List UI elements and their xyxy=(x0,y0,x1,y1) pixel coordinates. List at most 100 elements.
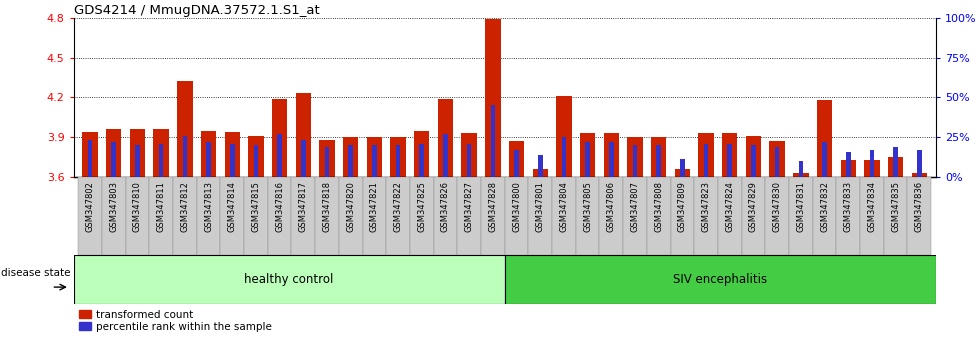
Bar xyxy=(154,129,169,177)
Bar xyxy=(841,160,856,177)
Bar xyxy=(301,141,306,177)
Legend: transformed count, percentile rank within the sample: transformed count, percentile rank withi… xyxy=(78,310,272,332)
Bar xyxy=(78,177,102,255)
Bar xyxy=(319,140,335,177)
Bar xyxy=(751,145,756,177)
Text: GSM347805: GSM347805 xyxy=(583,181,592,232)
Bar xyxy=(271,99,287,177)
Bar xyxy=(316,177,339,255)
Text: GSM347802: GSM347802 xyxy=(85,181,95,232)
Bar xyxy=(277,134,282,177)
Bar xyxy=(718,177,742,255)
Bar xyxy=(82,132,98,177)
Bar xyxy=(182,136,187,177)
Bar xyxy=(348,145,353,177)
Text: GSM347811: GSM347811 xyxy=(157,181,166,232)
Text: GSM347831: GSM347831 xyxy=(797,181,806,232)
Text: GSM347818: GSM347818 xyxy=(322,181,331,232)
Bar xyxy=(699,133,713,177)
Bar xyxy=(657,145,661,177)
Bar xyxy=(817,100,832,177)
Bar xyxy=(633,145,637,177)
Text: GSM347829: GSM347829 xyxy=(749,181,758,232)
Bar xyxy=(812,177,836,255)
Bar xyxy=(600,177,623,255)
Text: disease state: disease state xyxy=(1,268,71,278)
Bar xyxy=(372,145,376,177)
Text: GSM347836: GSM347836 xyxy=(914,181,924,232)
Text: GSM347828: GSM347828 xyxy=(488,181,498,232)
Bar xyxy=(528,177,552,255)
Bar xyxy=(149,177,173,255)
Bar xyxy=(576,177,600,255)
Bar xyxy=(869,150,874,177)
Bar xyxy=(746,136,761,177)
Bar xyxy=(846,152,851,177)
Bar xyxy=(917,150,921,177)
Bar xyxy=(604,133,619,177)
Bar xyxy=(694,177,718,255)
Bar xyxy=(651,137,666,177)
Bar xyxy=(864,160,880,177)
Text: SIV encephalitis: SIV encephalitis xyxy=(673,273,767,286)
Bar xyxy=(230,144,234,177)
Bar xyxy=(580,133,595,177)
Bar xyxy=(742,177,765,255)
Bar xyxy=(481,177,505,255)
Text: GSM347825: GSM347825 xyxy=(417,181,426,232)
Bar xyxy=(443,134,448,177)
Text: GSM347803: GSM347803 xyxy=(110,181,119,232)
Bar xyxy=(884,177,907,255)
Bar xyxy=(799,161,804,177)
Bar xyxy=(74,255,505,304)
Bar xyxy=(102,177,125,255)
Bar xyxy=(609,142,613,177)
Text: GSM347804: GSM347804 xyxy=(560,181,568,232)
Text: GSM347810: GSM347810 xyxy=(133,181,142,232)
Bar xyxy=(911,173,927,177)
Text: GSM347816: GSM347816 xyxy=(275,181,284,232)
Bar xyxy=(291,177,316,255)
Bar xyxy=(419,144,424,177)
Bar xyxy=(888,157,904,177)
Bar xyxy=(324,147,329,177)
Bar xyxy=(224,132,240,177)
Bar xyxy=(894,147,898,177)
Bar xyxy=(674,169,690,177)
Bar xyxy=(789,177,812,255)
Bar xyxy=(836,177,860,255)
Bar xyxy=(532,169,548,177)
Bar xyxy=(296,93,311,177)
Text: GDS4214 / MmugDNA.37572.1.S1_at: GDS4214 / MmugDNA.37572.1.S1_at xyxy=(74,4,319,17)
Bar xyxy=(860,177,884,255)
Bar xyxy=(562,137,566,177)
Bar xyxy=(505,255,936,304)
Text: GSM347826: GSM347826 xyxy=(441,181,450,232)
Text: GSM347830: GSM347830 xyxy=(772,181,782,232)
Text: GSM347834: GSM347834 xyxy=(867,181,876,232)
Bar xyxy=(268,177,291,255)
Bar xyxy=(177,81,192,177)
Bar xyxy=(585,142,590,177)
Bar xyxy=(647,177,670,255)
Text: GSM347821: GSM347821 xyxy=(369,181,379,232)
Bar xyxy=(88,141,92,177)
Bar xyxy=(765,177,789,255)
Text: GSM347801: GSM347801 xyxy=(536,181,545,232)
Text: GSM347835: GSM347835 xyxy=(891,181,900,232)
Bar xyxy=(220,177,244,255)
Text: GSM347809: GSM347809 xyxy=(678,181,687,232)
Text: GSM347815: GSM347815 xyxy=(252,181,261,232)
Bar xyxy=(367,137,382,177)
Bar xyxy=(206,142,211,177)
Text: GSM347814: GSM347814 xyxy=(227,181,237,232)
Text: GSM347832: GSM347832 xyxy=(820,181,829,232)
Bar xyxy=(552,177,576,255)
Text: GSM347822: GSM347822 xyxy=(394,181,403,232)
Bar xyxy=(244,177,268,255)
Bar xyxy=(248,136,264,177)
Bar xyxy=(201,131,217,177)
Bar xyxy=(722,133,738,177)
Text: GSM347827: GSM347827 xyxy=(465,181,473,232)
Text: GSM347823: GSM347823 xyxy=(702,181,710,232)
